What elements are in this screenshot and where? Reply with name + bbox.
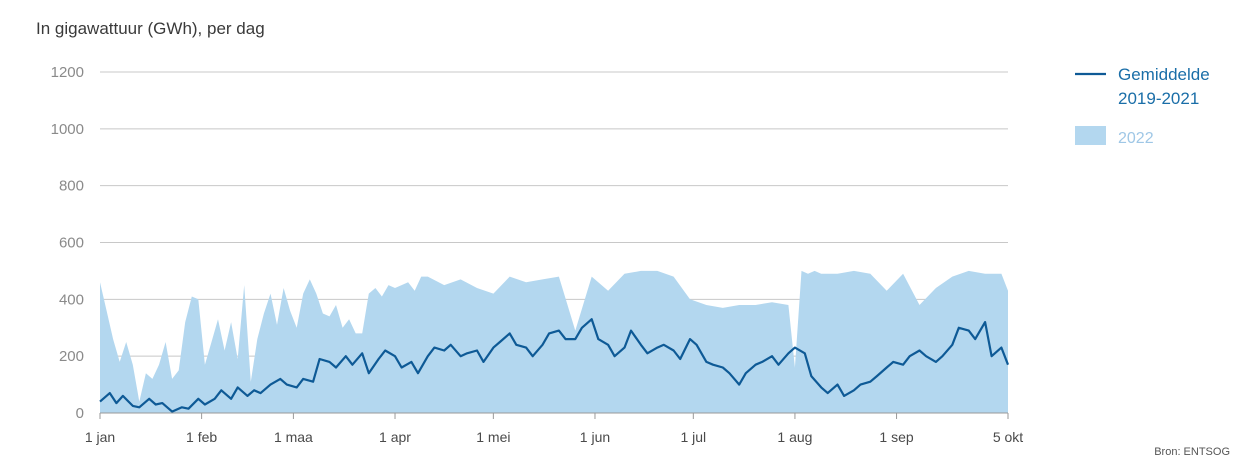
x-tick-label: 1 jun <box>580 429 610 445</box>
x-tick-label: 1 mei <box>476 429 510 445</box>
y-axis-title: In gigawattuur (GWh), per dag <box>36 19 265 38</box>
y-tick-label: 1200 <box>51 64 84 81</box>
y-tick-label: 600 <box>59 235 84 252</box>
x-tick-label: 1 jan <box>85 429 115 445</box>
legend-line-label-1: Gemiddelde <box>1118 65 1210 84</box>
y-tick-label: 0 <box>76 405 84 422</box>
x-tick-label: 1 aug <box>777 429 812 445</box>
x-tick-label: 5 okt <box>993 429 1023 445</box>
y-tick-label: 200 <box>59 348 84 365</box>
x-tick-labels: 1 jan 1 feb 1 maa 1 apr 1 mei 1 jun 1 jul 1 aug… <box>85 413 1023 445</box>
y-tick-label: 1000 <box>51 121 84 138</box>
x-tick-label: 1 maa <box>274 429 313 445</box>
legend-area-swatch <box>1075 126 1106 145</box>
x-tick-label: 1 jul <box>680 429 706 445</box>
x-tick-label: 1 apr <box>379 429 411 445</box>
y-tick-labels: 0 200 400 600 800 1000 1200 <box>51 64 84 422</box>
legend: Gemiddelde 2019-2021 2022 <box>1075 65 1210 147</box>
legend-line-label-2: 2019-2021 <box>1118 89 1199 108</box>
y-tick-label: 400 <box>59 291 84 308</box>
y-tick-label: 800 <box>59 178 84 195</box>
series-gemiddelde-line <box>99 318 1010 413</box>
source-note: Bron: ENTSOG <box>1154 446 1230 458</box>
x-tick-label: 1 sep <box>879 429 913 445</box>
series-2022-area <box>100 270 1008 413</box>
legend-area-label: 2022 <box>1118 130 1154 147</box>
x-tick-label: 1 feb <box>186 429 217 445</box>
